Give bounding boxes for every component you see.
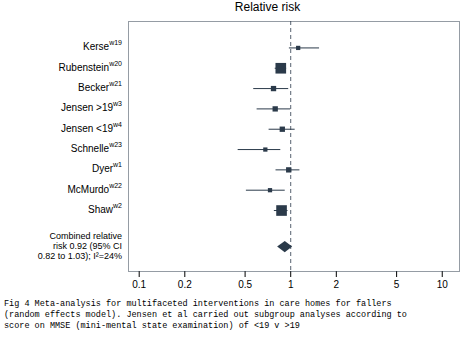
svg-text:1: 1 <box>288 279 294 290</box>
svg-text:Shaww2: Shaww2 <box>88 202 122 215</box>
svg-text:risk 0.92 (95% CI: risk 0.92 (95% CI <box>53 241 122 251</box>
svg-text:2: 2 <box>334 279 340 290</box>
svg-text:5: 5 <box>394 279 400 290</box>
svg-text:10: 10 <box>437 279 449 290</box>
svg-text:Combined relative: Combined relative <box>49 231 122 241</box>
svg-text:Kersew19: Kersew19 <box>83 39 122 52</box>
svg-text:Schnellew23: Schnellew23 <box>71 141 122 154</box>
svg-text:Rubensteinw20: Rubensteinw20 <box>59 60 123 73</box>
svg-text:McMurdow22: McMurdow22 <box>67 182 122 195</box>
svg-text:0.2: 0.2 <box>178 279 192 290</box>
svg-text:Jensen >19w3: Jensen >19w3 <box>61 100 122 113</box>
svg-text:0.5: 0.5 <box>238 279 252 290</box>
svg-text:0.1: 0.1 <box>132 279 146 290</box>
svg-text:Beckerw21: Beckerw21 <box>78 80 122 93</box>
svg-text:0.82 to 1.03); I²=24%: 0.82 to 1.03); I²=24% <box>38 251 122 261</box>
svg-text:Jensen <19w4: Jensen <19w4 <box>61 121 122 134</box>
html-text:Fig 4 Meta-analysis for multif: Fig 4 Meta-analysis for multifaceted int… <box>4 299 407 331</box>
html-text:Relative risk: Relative risk <box>234 0 301 14</box>
svg-text:Dyerw1: Dyerw1 <box>92 161 122 174</box>
